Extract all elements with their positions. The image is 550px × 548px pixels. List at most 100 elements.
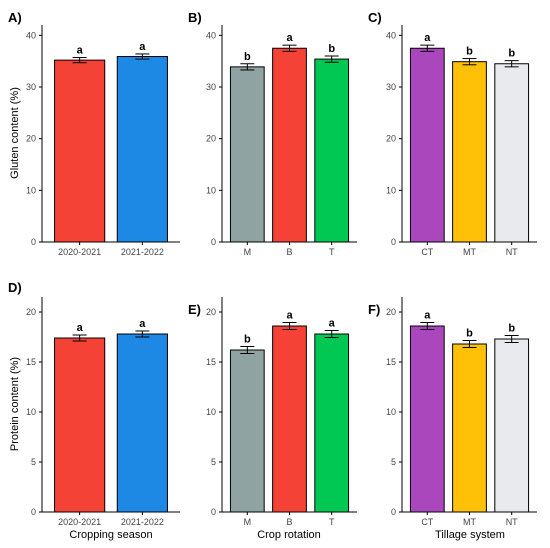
x-tick-label: NT bbox=[506, 517, 518, 527]
y-tick-label: 40 bbox=[26, 30, 36, 40]
y-axis-title: Protein content (%) bbox=[9, 357, 21, 451]
x-tick-label: 2020-2021 bbox=[58, 517, 101, 527]
significance-letter: a bbox=[286, 32, 293, 44]
y-tick-label: 10 bbox=[206, 185, 216, 195]
panel-label: B) bbox=[188, 10, 202, 25]
significance-letter: a bbox=[424, 32, 431, 44]
y-tick-label: 0 bbox=[31, 507, 36, 517]
bar bbox=[54, 337, 106, 513]
y-tick-label: 20 bbox=[26, 134, 36, 144]
y-tick-label: 5 bbox=[211, 457, 216, 467]
y-ticks: 0 5 10 15 20 bbox=[206, 307, 222, 517]
y-tick-label: 30 bbox=[386, 82, 396, 92]
y-tick-label: 20 bbox=[206, 307, 216, 317]
panel-b: B) 0 10 20 30 40 b a b M B T bbox=[188, 10, 357, 257]
bar bbox=[54, 59, 106, 243]
x-tick-label: 2021-2022 bbox=[121, 247, 164, 257]
x-tick-label: 2021-2022 bbox=[121, 517, 164, 527]
significance-letter: a bbox=[286, 310, 293, 322]
x-ticks: 2020-2021 2021-2022 bbox=[58, 242, 164, 257]
x-axis-title: Cropping season bbox=[69, 529, 152, 541]
x-ticks: 2020-2021 2021-2022 bbox=[58, 512, 164, 527]
significance-letter: b bbox=[466, 328, 473, 340]
bar bbox=[229, 66, 265, 243]
panel-f: F) 0 5 10 15 20 a b b CT MT NT Tillage system bbox=[368, 297, 537, 541]
y-tick-label: 20 bbox=[206, 134, 216, 144]
panel-label: C) bbox=[368, 10, 382, 25]
x-axis-title: Tillage system bbox=[435, 529, 505, 541]
x-tick-label: CT bbox=[421, 247, 433, 257]
x-tick-label: MT bbox=[463, 517, 476, 527]
y-tick-label: 30 bbox=[26, 82, 36, 92]
y-tick-label: 10 bbox=[386, 407, 396, 417]
y-tick-label: 10 bbox=[206, 407, 216, 417]
bars: a b b bbox=[409, 32, 530, 243]
bar bbox=[452, 61, 487, 243]
y-tick-label: 40 bbox=[206, 30, 216, 40]
y-tick-label: 40 bbox=[386, 30, 396, 40]
y-tick-label: 10 bbox=[26, 407, 36, 417]
x-ticks: CT MT NT bbox=[421, 242, 518, 257]
panel-label: E) bbox=[188, 302, 201, 317]
x-axis-title: Crop rotation bbox=[257, 529, 321, 541]
y-tick-label: 5 bbox=[391, 457, 396, 467]
x-tick-label: M bbox=[244, 517, 252, 527]
significance-letter: a bbox=[329, 318, 336, 330]
x-tick-label: B bbox=[286, 517, 292, 527]
bars: b a a bbox=[229, 310, 350, 513]
y-ticks: 0 10 20 30 40 bbox=[206, 30, 222, 247]
significance-letter: a bbox=[424, 310, 431, 322]
bar bbox=[229, 349, 265, 513]
bar bbox=[494, 63, 530, 243]
bar bbox=[116, 56, 168, 243]
panel-label: A) bbox=[8, 10, 22, 25]
bar bbox=[314, 333, 350, 513]
x-tick-label: NT bbox=[506, 247, 518, 257]
significance-letter: a bbox=[77, 45, 84, 57]
y-ticks: 0 10 20 30 40 bbox=[26, 30, 42, 247]
x-tick-label: T bbox=[329, 517, 335, 527]
bar bbox=[116, 333, 168, 513]
significance-letter: a bbox=[139, 41, 146, 53]
bar bbox=[409, 47, 445, 243]
y-ticks: 0 5 10 15 20 bbox=[26, 307, 42, 517]
panel-e: E) 0 5 10 15 20 b a a M B T Crop rotation bbox=[188, 297, 357, 541]
y-tick-label: 10 bbox=[26, 185, 36, 195]
y-tick-label: 20 bbox=[386, 307, 396, 317]
panel-c: C) 0 10 20 30 40 a b b CT MT NT bbox=[368, 10, 537, 257]
y-axis-title: Gluten content (%) bbox=[9, 87, 21, 179]
y-tick-label: 10 bbox=[386, 185, 396, 195]
bar bbox=[494, 338, 530, 513]
bars: a b b bbox=[409, 310, 530, 513]
y-tick-label: 15 bbox=[26, 357, 36, 367]
x-tick-label: MT bbox=[463, 247, 476, 257]
y-ticks: 0 5 10 15 20 bbox=[386, 307, 402, 517]
bar bbox=[452, 343, 487, 513]
x-tick-label: B bbox=[286, 247, 292, 257]
significance-letter: b bbox=[244, 51, 251, 63]
x-ticks: CT MT NT bbox=[421, 512, 518, 527]
panel-label: D) bbox=[8, 280, 22, 295]
bar bbox=[272, 325, 307, 513]
bar bbox=[272, 47, 307, 243]
y-tick-label: 15 bbox=[386, 357, 396, 367]
y-tick-label: 0 bbox=[211, 507, 216, 517]
y-tick-label: 0 bbox=[211, 237, 216, 247]
y-tick-label: 5 bbox=[31, 457, 36, 467]
y-tick-label: 20 bbox=[386, 134, 396, 144]
x-tick-label: CT bbox=[421, 517, 433, 527]
x-tick-label: M bbox=[244, 247, 252, 257]
significance-letter: b bbox=[508, 323, 515, 335]
y-tick-label: 30 bbox=[206, 82, 216, 92]
y-tick-label: 15 bbox=[206, 357, 216, 367]
y-tick-label: 20 bbox=[26, 307, 36, 317]
y-ticks: 0 10 20 30 40 bbox=[386, 30, 402, 247]
y-tick-label: 0 bbox=[391, 507, 396, 517]
